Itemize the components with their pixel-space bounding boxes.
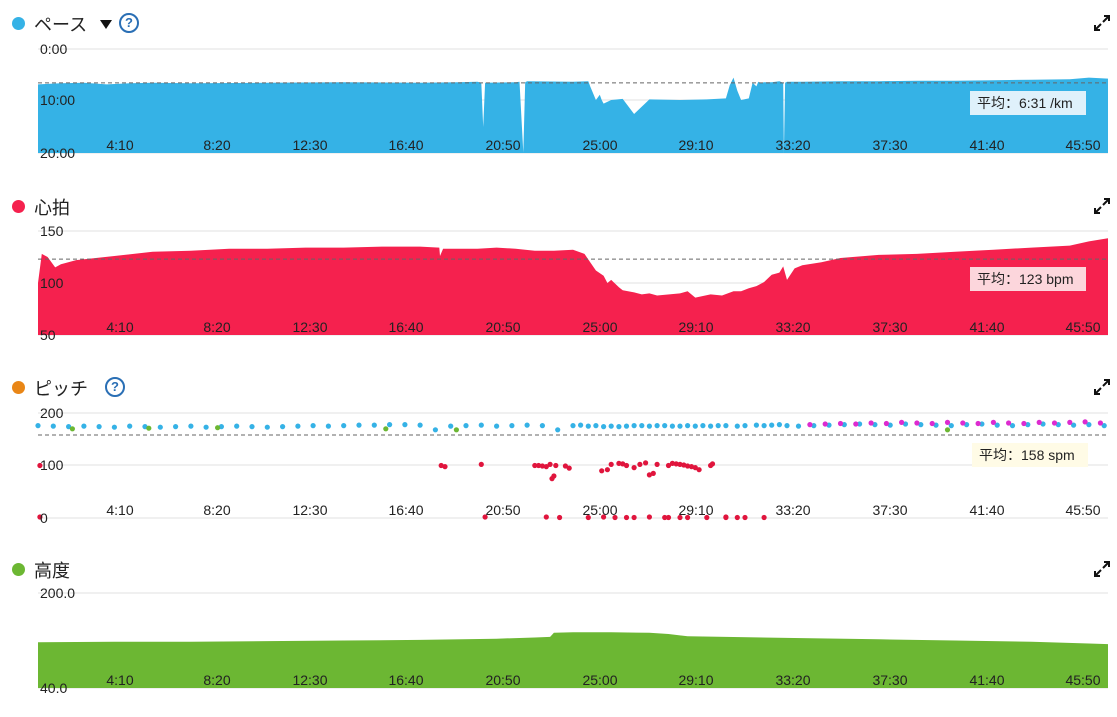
elevation-title: 高度	[34, 561, 70, 581]
caret-down-icon[interactable]	[100, 20, 112, 29]
elevation-header: 高度	[0, 556, 1117, 582]
expand-arrows-icon[interactable]	[1093, 378, 1111, 396]
heart-legend-dot	[12, 200, 25, 213]
heart-panel: 心拍	[0, 193, 1117, 343]
cadence-header: ピッチ ?	[0, 374, 1117, 400]
elevation-legend-dot	[12, 563, 25, 576]
expand-arrows-icon[interactable]	[1093, 14, 1111, 32]
cadence-panel: ピッチ ?	[0, 374, 1117, 524]
question-circle-icon[interactable]: ?	[105, 377, 125, 397]
pace-header: ペース ?	[0, 10, 1117, 36]
heart-title: 心拍	[34, 198, 70, 218]
elevation-panel: 高度	[0, 556, 1117, 706]
expand-arrows-icon[interactable]	[1093, 560, 1111, 578]
pace-title: ペース	[34, 15, 88, 35]
cadence-legend-dot	[12, 381, 25, 394]
expand-arrows-icon[interactable]	[1093, 197, 1111, 215]
pace-panel: ペース ?	[0, 10, 1117, 160]
cadence-title: ピッチ	[34, 379, 88, 399]
question-circle-icon[interactable]: ?	[119, 13, 139, 33]
heart-header: 心拍	[0, 193, 1117, 219]
pace-legend-dot	[12, 17, 25, 30]
